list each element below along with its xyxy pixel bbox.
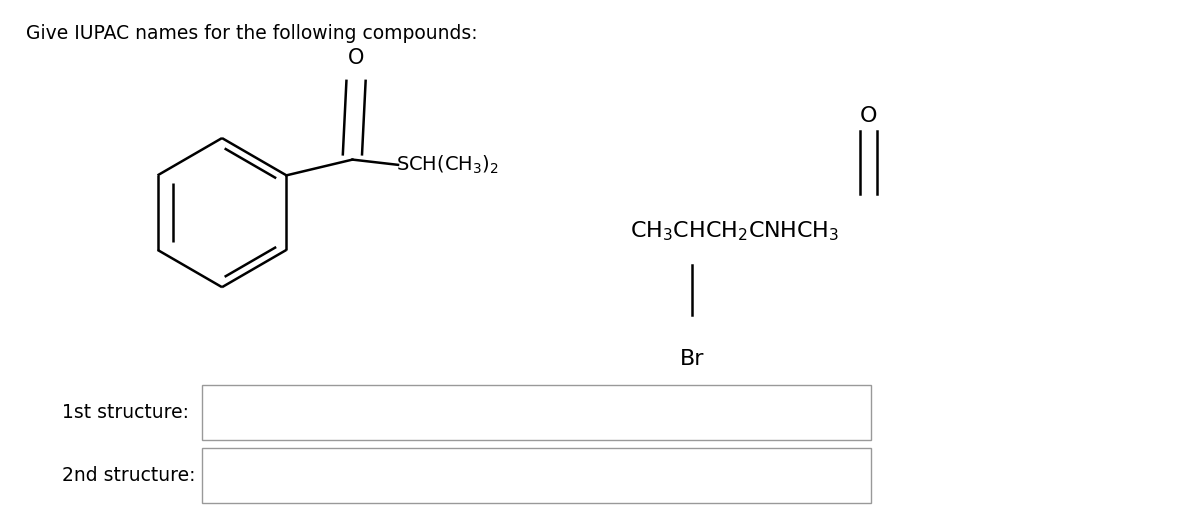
FancyBboxPatch shape (202, 385, 871, 440)
Text: 1st structure:: 1st structure: (62, 403, 190, 422)
Text: SCH(CH$_3$)$_2$: SCH(CH$_3$)$_2$ (396, 154, 499, 176)
Text: Br: Br (680, 349, 704, 369)
FancyBboxPatch shape (202, 448, 871, 503)
Text: 2nd structure:: 2nd structure: (62, 466, 196, 485)
Text: Give IUPAC names for the following compounds:: Give IUPAC names for the following compo… (26, 24, 478, 43)
Text: O: O (348, 48, 365, 68)
Text: O: O (860, 106, 877, 126)
Text: CH$_3$CHCH$_2$CNHCH$_3$: CH$_3$CHCH$_2$CNHCH$_3$ (630, 219, 839, 243)
